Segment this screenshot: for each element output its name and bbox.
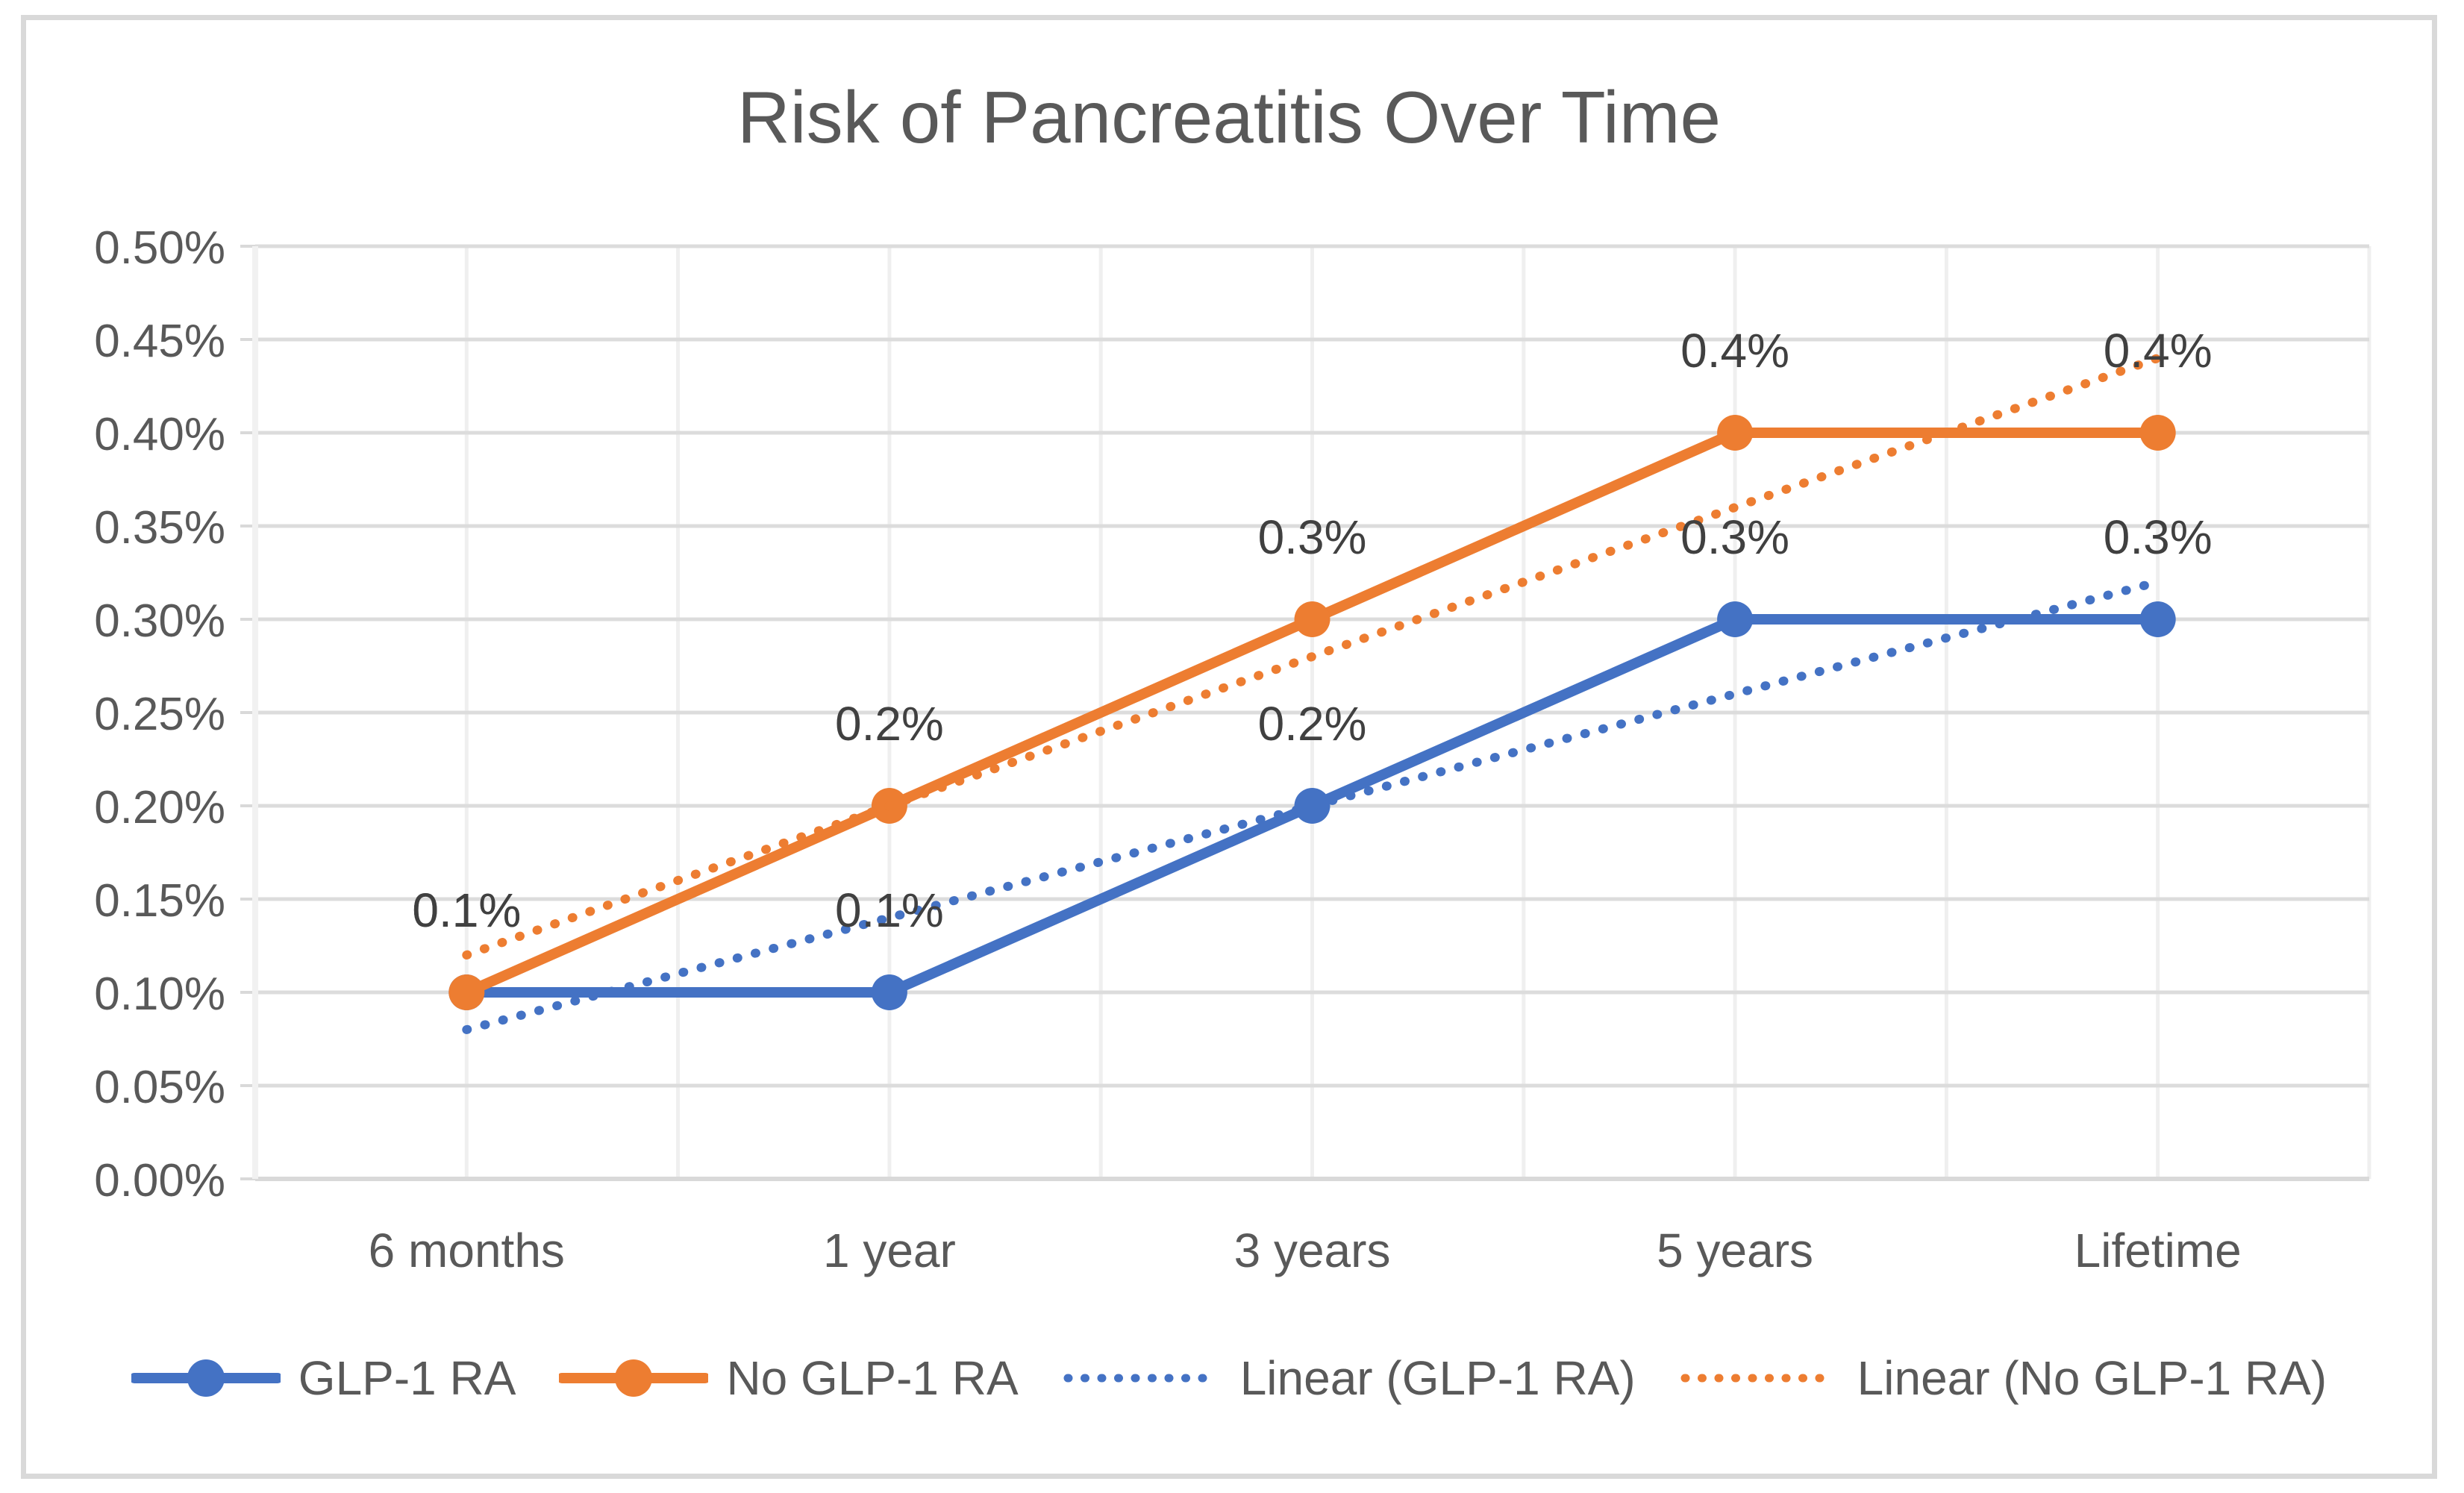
series-marker-GLP-1 RA bbox=[1717, 601, 1754, 637]
data-label-No GLP-1 RA: 0.1% bbox=[412, 883, 521, 937]
trendline-Linear (No GLP-1 RA) bbox=[462, 354, 2163, 960]
y-tick-label: 0.05% bbox=[94, 1062, 225, 1113]
data-label-GLP-1 RA: 0.2% bbox=[1258, 697, 1367, 751]
y-tick-label: 0.35% bbox=[94, 502, 225, 554]
legend-label: No GLP-1 RA bbox=[726, 1351, 1019, 1405]
x-category-label: Lifetime bbox=[2074, 1224, 2242, 1277]
series-marker-No GLP-1 RA bbox=[1717, 415, 1754, 451]
data-label-GLP-1 RA: 0.1% bbox=[412, 883, 521, 937]
data-label-No GLP-1 RA: 0.3% bbox=[1258, 510, 1367, 564]
series-marker-GLP-1 RA bbox=[2139, 601, 2176, 637]
data-label-GLP-1 RA: 0.3% bbox=[2104, 510, 2213, 564]
y-tick-label: 0.40% bbox=[94, 409, 225, 460]
legend-label: GLP-1 RA bbox=[298, 1351, 516, 1405]
data-label-No GLP-1 RA: 0.2% bbox=[835, 697, 944, 751]
series-marker-GLP-1 RA bbox=[871, 974, 907, 1010]
y-tick-label: 0.20% bbox=[94, 782, 225, 833]
y-tick-label: 0.00% bbox=[94, 1155, 225, 1206]
legend-swatch-solid bbox=[131, 1359, 281, 1397]
series-marker-No GLP-1 RA bbox=[1294, 601, 1331, 637]
data-label-No GLP-1 RA: 0.4% bbox=[1680, 324, 1789, 378]
x-category-label: 6 months bbox=[369, 1224, 565, 1277]
legend-item-GLP-1 RA: GLP-1 RA bbox=[131, 1350, 516, 1406]
x-category-label: 3 years bbox=[1234, 1224, 1391, 1277]
legend-swatch-dotted bbox=[1680, 1374, 1838, 1383]
legend-label: Linear (GLP-1 RA) bbox=[1239, 1351, 1636, 1405]
legend-item-No GLP-1 RA: No GLP-1 RA bbox=[559, 1350, 1019, 1406]
legend-label: Linear (No GLP-1 RA) bbox=[1857, 1351, 2327, 1405]
chart-title: Risk of Pancreatitis Over Time bbox=[737, 76, 1721, 158]
legend-item-Linear (No GLP-1 RA): Linear (No GLP-1 RA) bbox=[1679, 1350, 2327, 1406]
legend-item-Linear (GLP-1 RA): Linear (GLP-1 RA) bbox=[1062, 1350, 1636, 1406]
x-category-label: 1 year bbox=[823, 1224, 956, 1277]
trendline-Linear (GLP-1 RA) bbox=[462, 578, 2163, 1034]
legend-swatch-solid bbox=[559, 1359, 709, 1397]
chart-border-frame bbox=[21, 15, 2437, 1479]
data-label-No GLP-1 RA: 0.4% bbox=[2104, 324, 2213, 378]
series-marker-No GLP-1 RA bbox=[2139, 415, 2176, 451]
legend-swatch-dotted bbox=[1063, 1374, 1221, 1383]
legend: GLP-1 RA No GLP-1 RA Linear (GLP-1 RA) Line… bbox=[21, 1337, 2437, 1419]
y-tick-label: 0.45% bbox=[94, 316, 225, 367]
series-marker-No GLP-1 RA bbox=[448, 974, 485, 1010]
y-tick-label: 0.25% bbox=[94, 689, 225, 740]
x-category-label: 5 years bbox=[1657, 1224, 1813, 1277]
data-label-GLP-1 RA: 0.1% bbox=[835, 883, 944, 937]
y-tick-label: 0.30% bbox=[94, 595, 225, 647]
y-tick-label: 0.10% bbox=[94, 968, 225, 1020]
y-tick-label: 0.50% bbox=[94, 222, 225, 274]
data-label-GLP-1 RA: 0.3% bbox=[1680, 510, 1789, 564]
y-tick-label: 0.15% bbox=[94, 875, 225, 927]
